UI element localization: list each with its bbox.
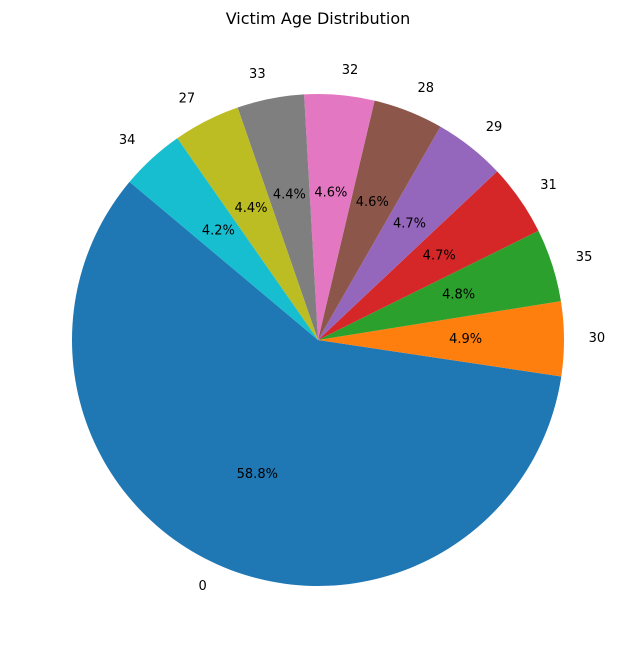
percent-labels: 58.8% 4.9% 4.8% 4.7% 4.7% 4.6% 4.6% 4.4% 4.4% 4.2… [202, 186, 482, 483]
percent-label-31: 4.7% [423, 248, 456, 263]
pie-slice-34 [129, 138, 318, 340]
pie-slice-31 [318, 171, 539, 340]
category-label-0: 0 [199, 579, 207, 594]
percent-label-30: 4.9% [449, 332, 482, 347]
percent-label-32: 4.6% [314, 186, 347, 201]
category-label-30: 30 [589, 331, 606, 346]
pie-slice-28 [318, 100, 441, 340]
pie-slice-0 [72, 181, 562, 586]
pie-slice-35 [318, 230, 561, 340]
category-label-28: 28 [418, 81, 435, 96]
percent-label-29: 4.7% [393, 217, 426, 232]
chart-title: Victim Age Distribution [226, 9, 411, 28]
category-label-34: 34 [119, 133, 136, 148]
percent-label-28: 4.6% [356, 195, 389, 210]
category-labels: 0 30 35 31 29 28 32 33 27 34 [119, 63, 605, 594]
percent-label-33: 4.4% [273, 188, 306, 203]
category-label-32: 32 [342, 63, 359, 78]
pie-slice-30 [318, 301, 565, 377]
category-label-35: 35 [576, 250, 593, 265]
percent-label-27: 4.4% [234, 201, 267, 216]
percent-label-35: 4.8% [442, 288, 475, 303]
category-label-29: 29 [486, 120, 503, 135]
pie-slice-29 [318, 126, 498, 341]
pie-slice-32 [304, 93, 375, 341]
pie-slice-33 [237, 94, 318, 340]
pie-slice-27 [177, 107, 318, 340]
percent-label-34: 4.2% [202, 224, 235, 239]
pie-slices [72, 93, 565, 586]
percent-label-0: 58.8% [237, 467, 278, 482]
category-label-33: 33 [249, 67, 266, 82]
category-label-31: 31 [540, 178, 557, 193]
category-label-27: 27 [179, 91, 196, 106]
